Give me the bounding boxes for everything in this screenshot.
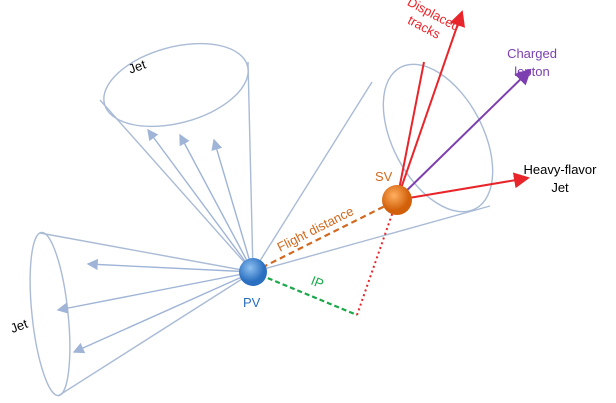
label: IP: [309, 273, 326, 292]
lepton-arrow: [396, 68, 532, 201]
displaced-track: [396, 10, 465, 201]
ip-line: [252, 270, 358, 317]
label: Charged: [507, 46, 557, 61]
label: Jet: [126, 56, 148, 76]
track-extrapolation: [356, 199, 398, 316]
label: Jet: [551, 180, 569, 195]
label: Heavy-flavor: [524, 162, 598, 177]
primary-vertex: [239, 258, 267, 286]
label: Jet: [8, 316, 30, 336]
label: PV: [243, 295, 261, 310]
top-jet: [99, 42, 254, 273]
secondary-vertex: [382, 185, 412, 215]
label: lepton: [514, 64, 549, 79]
displaced-track: [396, 61, 425, 201]
right-jet: [252, 63, 494, 273]
label: SV: [375, 169, 393, 184]
heavy-flavor-arrow: [396, 172, 530, 201]
flight-distance-line: [252, 199, 398, 273]
left-jet: [29, 231, 254, 397]
